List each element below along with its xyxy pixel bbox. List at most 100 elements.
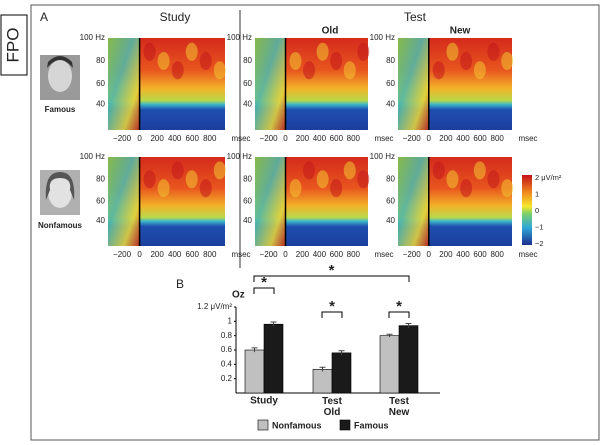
time-tick-label: 800: [491, 250, 505, 259]
time-tick-label: 200: [296, 250, 310, 259]
colorbar-tick-label: 1: [535, 189, 539, 198]
freq-tick-label: 100 Hz: [227, 33, 252, 42]
spectrogram-prestim: [108, 38, 140, 130]
spectrogram-blob: [303, 61, 316, 80]
time-tick-label: 600: [330, 250, 344, 259]
error-bar: [338, 350, 345, 356]
y-tick-label: 0.8: [221, 331, 233, 340]
spectrogram-blob: [357, 170, 370, 189]
time-tick-label: 800: [347, 250, 361, 259]
time-tick-label: 0: [283, 250, 288, 259]
spectrogram-blob: [473, 161, 486, 180]
spectrogram-blob: [460, 52, 473, 70]
test-title: Test: [404, 10, 427, 24]
spectrogram-blob: [501, 179, 514, 198]
freq-tick-label: 40: [243, 216, 252, 225]
fpo-box: [0, 14, 28, 76]
spectrogram-blob: [432, 61, 445, 80]
x-tick-label: Test Old: [322, 396, 342, 418]
error-bar: [386, 333, 393, 338]
spectrogram-blob: [446, 42, 459, 61]
time-tick-label: 0: [137, 134, 142, 143]
spectrogram-blob: [487, 170, 500, 189]
time-tick-label: 600: [186, 134, 200, 143]
time-tick-label: 400: [168, 134, 182, 143]
bar: [312, 369, 333, 394]
channel-label: Oz: [232, 290, 245, 301]
spectrogram-blob: [171, 61, 184, 80]
figure-border: [30, 4, 600, 441]
freq-tick-label: 60: [96, 79, 105, 88]
freq-tick-label: 40: [386, 99, 395, 108]
time-tick-label: msec: [374, 250, 393, 259]
time-tick-label: 0: [137, 250, 142, 259]
significance-star: *: [396, 298, 402, 315]
spectrogram-blob: [487, 42, 500, 61]
spectrogram-blob: [473, 61, 486, 80]
spectrogram-blob: [157, 179, 170, 198]
bar: [244, 349, 265, 394]
face-nonfamous: [40, 170, 80, 215]
study-title: Study: [160, 10, 191, 24]
spectrogram-prestim: [108, 157, 140, 246]
colorbar-tick-label: −2: [535, 239, 544, 248]
freq-tick-label: 60: [243, 79, 252, 88]
time-tick-label: msec: [518, 250, 537, 259]
spectrogram-blob: [501, 52, 514, 70]
bar: [398, 325, 419, 394]
time-tick-label: 600: [330, 134, 344, 143]
colorbar: [522, 175, 532, 245]
significance-bracket: [388, 311, 410, 318]
time-tick-label: 800: [203, 134, 217, 143]
x-tick-label: Test New: [389, 396, 410, 418]
legend-label: Nonfamous: [272, 420, 322, 430]
time-tick-label: 400: [456, 250, 470, 259]
time-tick-label: 400: [456, 134, 470, 143]
freq-tick-label: 80: [96, 174, 105, 183]
spectrogram-blob: [185, 170, 198, 189]
time-tick-label: 800: [347, 134, 361, 143]
legend-swatch: [339, 419, 351, 431]
face-label: Nonfamous: [38, 221, 83, 230]
time-tick-label: −200: [403, 134, 422, 143]
spectrogram-blob: [185, 42, 198, 61]
spectrogram-blob: [316, 170, 329, 189]
time-tick-label: 200: [439, 250, 453, 259]
freq-tick-label: 80: [386, 56, 395, 65]
old-title: Old: [322, 26, 339, 37]
spectrogram-blob: [143, 170, 156, 189]
spectrogram-blob: [343, 161, 356, 180]
time-tick-label: 0: [283, 134, 288, 143]
spectrogram-blob: [330, 179, 343, 198]
spectrogram-blob: [357, 42, 370, 61]
freq-tick-label: 100 Hz: [80, 33, 105, 42]
face-label: Famous: [45, 105, 76, 114]
colorbar-tick-label: −1: [535, 222, 544, 231]
panel-label: B: [176, 277, 184, 291]
freq-tick-label: 60: [243, 197, 252, 206]
new-title: New: [450, 26, 471, 37]
bar: [263, 323, 284, 394]
spectrogram-blob: [460, 179, 473, 198]
time-tick-label: msec: [231, 134, 250, 143]
spectrogram-blob: [289, 52, 302, 70]
time-tick-label: 200: [150, 134, 164, 143]
panel-label: A: [40, 10, 48, 24]
freq-tick-label: 100 Hz: [80, 152, 105, 161]
y-tick-label: 0.2: [221, 374, 233, 383]
freq-tick-label: 40: [386, 216, 395, 225]
time-tick-label: 600: [186, 250, 200, 259]
time-tick-label: 200: [296, 134, 310, 143]
freq-tick-label: 100 Hz: [370, 33, 395, 42]
y-tick-label: 0.4: [221, 359, 233, 368]
freq-tick-label: 80: [243, 56, 252, 65]
time-tick-label: msec: [518, 134, 537, 143]
error-bar: [405, 322, 412, 328]
freq-tick-label: 60: [386, 79, 395, 88]
bar: [379, 335, 400, 394]
spectrogram-prestim: [255, 157, 286, 246]
freq-tick-label: 80: [243, 174, 252, 183]
time-tick-label: 200: [439, 134, 453, 143]
spectrogram-blob: [199, 179, 212, 198]
significance-bracket: [321, 311, 343, 318]
